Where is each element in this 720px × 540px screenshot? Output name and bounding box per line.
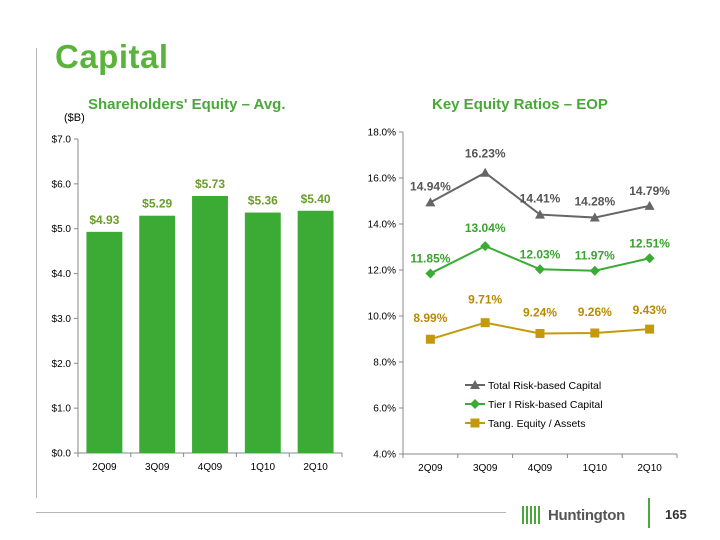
bar-x-tick-label: 1Q10 [251, 462, 276, 473]
bar-data-label: $5.40 [301, 192, 331, 206]
line-x-tick-label: 4Q09 [528, 463, 553, 474]
line-x-tick-label: 2Q09 [418, 463, 443, 474]
line-data-label: 11.85% [410, 251, 450, 265]
bar-x-tick-label: 2Q10 [303, 462, 328, 473]
diamond-marker [425, 268, 436, 279]
line-y-tick-label: 4.0% [373, 450, 396, 461]
line-data-label: 9.71% [468, 293, 502, 307]
line-data-label: 12.03% [520, 247, 561, 261]
line-y-tick-label: 18.0% [368, 128, 396, 139]
line-y-tick-label: 8.0% [373, 358, 396, 369]
line-data-label: 8.99% [413, 311, 447, 325]
bar-y-tick-label: $5.0 [52, 224, 72, 235]
line-data-label: 11.97% [575, 249, 615, 263]
bar-y-tick-label: $7.0 [52, 135, 72, 146]
legend-label: Tier I Risk-based Capital [488, 399, 603, 411]
diamond-marker [535, 264, 545, 275]
page-title: Capital [55, 38, 169, 75]
bar [297, 210, 334, 453]
bar [86, 231, 123, 453]
line-data-label: 14.41% [520, 192, 561, 206]
line-x-tick-label: 2Q10 [637, 463, 662, 474]
logo-text: Huntington [548, 506, 625, 524]
legend-square-marker [470, 418, 480, 428]
bar-x-tick-label: 4Q09 [198, 462, 223, 473]
triangle-marker [589, 212, 600, 222]
bar-chart-title: Shareholders' Equity – Avg. [88, 96, 286, 113]
line-data-label: 14.94% [410, 179, 451, 193]
triangle-marker [480, 167, 491, 177]
bar-data-label: $4.93 [89, 213, 119, 227]
legend-label: Total Risk-based Capital [488, 380, 601, 392]
line-data-label: 9.43% [633, 303, 667, 317]
huntington-logo: Huntington [522, 506, 625, 524]
logo-mark-icon [522, 506, 544, 524]
bar-y-tick-label: $1.0 [52, 404, 72, 415]
bar-chart-unit-label: ($B) [64, 112, 85, 124]
bar [139, 215, 176, 453]
bar-data-label: $5.73 [195, 177, 225, 191]
bar-y-tick-label: $3.0 [52, 314, 72, 325]
legend-label: Tang. Equity / Assets [488, 418, 585, 430]
legend-triangle-marker [470, 380, 480, 389]
diamond-marker [644, 253, 655, 264]
bar [192, 195, 228, 453]
bar-y-tick-label: $6.0 [52, 179, 72, 190]
line-y-tick-label: 10.0% [368, 312, 396, 323]
bar-y-tick-label: $2.0 [52, 359, 72, 370]
bar-y-tick-label: $4.0 [52, 269, 72, 280]
diamond-marker [480, 241, 491, 252]
line-data-label: 14.28% [574, 195, 615, 209]
bar-x-tick-label: 2Q09 [92, 462, 117, 473]
bar-y-tick-label: $0.0 [52, 449, 72, 460]
line-y-tick-label: 6.0% [373, 404, 396, 415]
line-y-tick-label: 12.0% [368, 266, 396, 277]
line-x-tick-label: 3Q09 [473, 463, 498, 474]
line-data-label: 14.79% [629, 184, 670, 198]
line-chart-title: Key Equity Ratios – EOP [432, 96, 608, 113]
line-data-label: 9.26% [578, 305, 612, 319]
line-y-tick-label: 16.0% [368, 174, 396, 185]
diamond-marker [589, 265, 600, 276]
frame-bottom-line [36, 512, 506, 513]
line-data-label: 16.23% [465, 147, 506, 161]
bar-x-tick-label: 3Q09 [145, 462, 170, 473]
triangle-marker [644, 200, 655, 210]
page-number: 165 [665, 507, 687, 522]
line-data-label: 9.24% [523, 305, 557, 319]
legend-diamond-marker [470, 399, 480, 409]
square-marker [645, 324, 655, 334]
square-marker [535, 328, 545, 338]
logo-divider [648, 498, 650, 528]
bar-data-label: $5.36 [248, 194, 278, 208]
triangle-marker [535, 209, 545, 219]
square-marker [480, 318, 490, 328]
square-marker [590, 328, 600, 338]
frame-left-line [36, 48, 37, 498]
square-marker [425, 334, 435, 344]
bar [244, 212, 281, 453]
triangle-marker [425, 197, 436, 207]
line-data-label: 12.51% [629, 236, 670, 250]
line-x-tick-label: 1Q10 [583, 463, 608, 474]
line-data-label: 13.04% [465, 221, 506, 235]
bar-data-label: $5.29 [142, 197, 172, 211]
line-y-tick-label: 14.0% [368, 220, 396, 231]
